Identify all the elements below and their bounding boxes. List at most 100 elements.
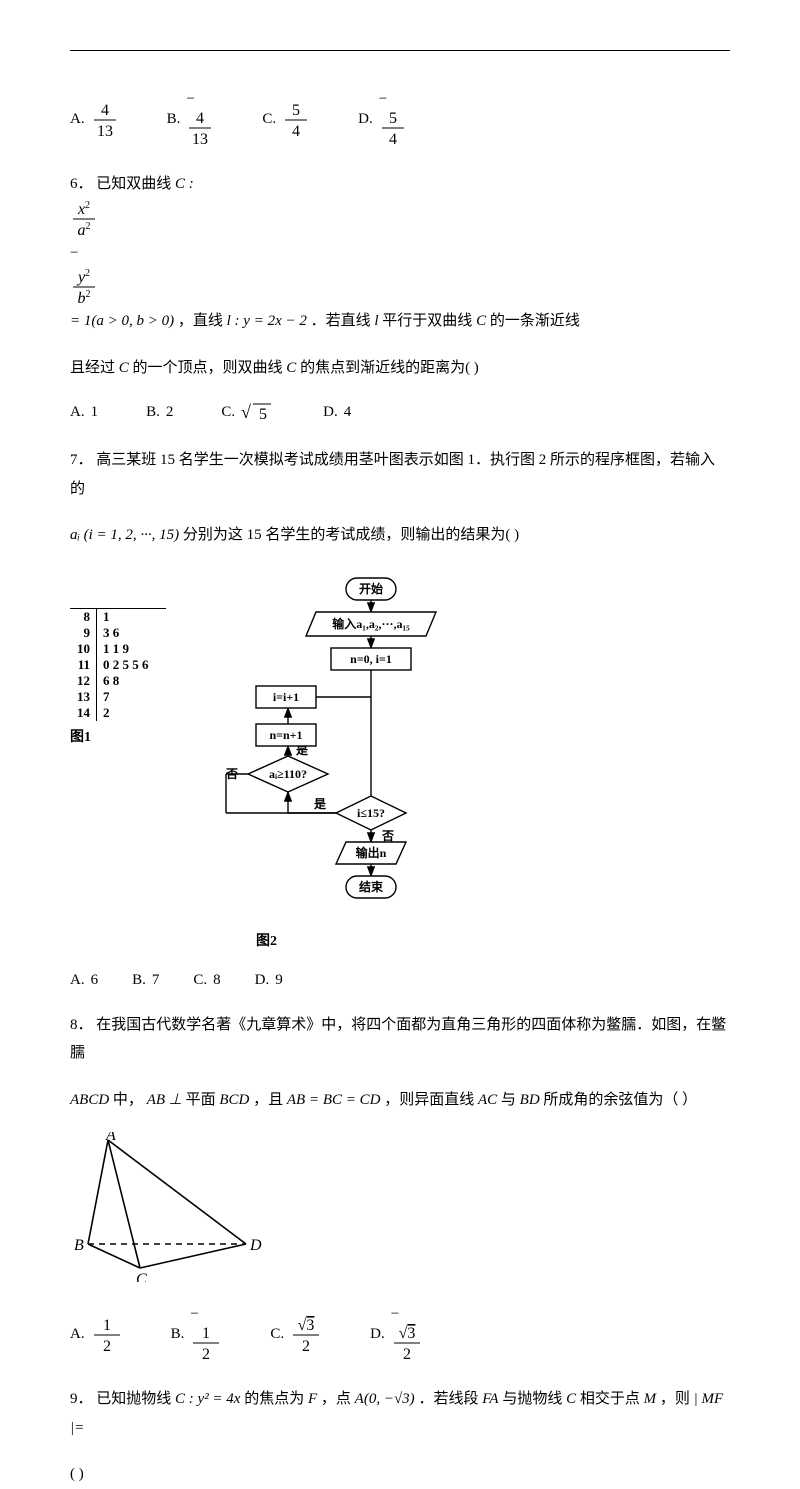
- q6-text-b: ，直线: [178, 313, 223, 329]
- svg-text:2: 2: [202, 1346, 210, 1363]
- svg-text:A: A: [105, 1132, 116, 1144]
- svg-text:√3: √3: [298, 1317, 315, 1334]
- q6-option-2: C. √5: [221, 400, 275, 424]
- q6-line1: 6． 已知双曲线 C : x2 a2 − y2 b2 = 1(a > 0, b …: [70, 170, 730, 336]
- q8-l2h: ，则异面直线: [384, 1092, 474, 1108]
- svg-text:i=i+1: i=i+1: [273, 690, 299, 704]
- q9-curve: C : y² = 4x: [175, 1391, 240, 1407]
- svg-text:b2: b2: [78, 289, 91, 307]
- option-letter: C.: [221, 404, 235, 421]
- q8-l2l: 所成角的余弦值为（ ）: [543, 1092, 697, 1108]
- svg-text:√3: √3: [398, 1325, 415, 1342]
- option-value: 7: [152, 972, 160, 989]
- option-letter: A.: [70, 111, 85, 128]
- q6-text-a: 已知双曲线: [96, 176, 171, 192]
- option-value: 6: [91, 972, 99, 989]
- q8-eq: AB = BC = CD: [287, 1092, 381, 1108]
- q9-F: F: [308, 1391, 317, 1407]
- q6-equation: x2 a2 − y2 b2 = 1(a > 0, b > 0): [70, 199, 730, 330]
- q6-l2c: 的焦点到渐近线的距离为( ): [300, 360, 479, 376]
- svg-text:n=n+1: n=n+1: [269, 728, 302, 742]
- svg-text:4: 4: [196, 110, 204, 127]
- q8-BD: BD: [520, 1092, 540, 1108]
- option-letter: A.: [70, 972, 85, 989]
- q8-l2d: 平面: [186, 1092, 216, 1108]
- q8-options: A. 1 2 B. − 1 2 C. √3 2 D. − √3 2: [70, 1306, 730, 1363]
- q8-AC: AC: [478, 1092, 497, 1108]
- flowchart: 否是是否开始输入a₁,a₂,···,a₁₅n=0, i=1i=i+1n=n+1a…: [196, 568, 456, 950]
- q5-option-3: D. − 5 4: [358, 91, 407, 148]
- q8-line1: 8． 在我国古代数学名著《九章算术》中，将四个面都为直角三角形的四面体称为鳖臑．…: [70, 1011, 730, 1068]
- svg-text:13: 13: [192, 131, 208, 148]
- option-letter: B.: [171, 1326, 185, 1343]
- svg-text:2: 2: [403, 1346, 411, 1363]
- option-value: 4 13: [91, 100, 119, 140]
- option-letter: B.: [132, 972, 146, 989]
- q9-text-g: ，则: [660, 1391, 690, 1407]
- q6-option-0: A. 1: [70, 400, 98, 424]
- q7-ai: aᵢ (i = 1, 2, ···, 15): [70, 527, 179, 543]
- svg-text:2: 2: [302, 1338, 310, 1355]
- q9-number: 9．: [70, 1391, 93, 1407]
- option-letter: D.: [358, 111, 373, 128]
- q6-text-d: 平行于双曲线: [382, 313, 472, 329]
- q9-line2: ( ): [70, 1460, 730, 1489]
- q6-options: A. 1 B. 2 C. √5 D. 4: [70, 400, 730, 424]
- option-letter: D.: [323, 404, 338, 421]
- svg-text:a2: a2: [78, 221, 91, 239]
- option-value: 1: [91, 404, 99, 421]
- svg-text:4: 4: [389, 131, 397, 148]
- stem-leaf-plot: 8 1 9 3 6 10 1 1 9 11 0 2 5 5 6 12 6 8 1…: [70, 568, 166, 746]
- option-letter: B.: [167, 111, 181, 128]
- option-value: 4: [344, 404, 352, 421]
- flowchart-caption: 图2: [256, 930, 456, 950]
- q6-text-e: 的一条渐近线: [490, 313, 580, 329]
- svg-text:4: 4: [292, 123, 300, 140]
- q9-line1: 9． 已知抛物线 C : y² = 4x 的焦点为 F ，点 A(0, −√3)…: [70, 1385, 730, 1442]
- option-letter: A.: [70, 404, 85, 421]
- q9-text-d: ．若线段: [418, 1391, 478, 1407]
- q9-text-a: 已知抛物线: [96, 1391, 171, 1407]
- q7-option-1: B. 7: [132, 972, 159, 989]
- q8-ABCD: ABCD: [70, 1092, 109, 1108]
- q6-C: C: [476, 313, 486, 329]
- option-letter: A.: [70, 1326, 85, 1343]
- q8-option-2: C. √3 2: [270, 1306, 322, 1363]
- svg-text:是: 是: [313, 797, 327, 811]
- svg-text:1: 1: [103, 1317, 111, 1334]
- q8-option-1: B. − 1 2: [171, 1306, 223, 1363]
- q5-option-2: C. 5 4: [262, 91, 310, 148]
- q6-line2: 且经过 C 的一个顶点，则双曲线 C 的焦点到渐近线的距离为( ): [70, 354, 730, 383]
- q7-options: A. 6 B. 7 C. 8 D. 9: [70, 972, 730, 989]
- svg-text:5: 5: [259, 406, 267, 423]
- q8-number: 8．: [70, 1017, 93, 1033]
- q9-text-b: 的焦点为: [244, 1391, 304, 1407]
- svg-text:y2: y2: [76, 268, 90, 286]
- svg-text:B: B: [74, 1237, 84, 1254]
- q8-text-a: 在我国古代数学名著《九章算术》中，将四个面都为直角三角形的四面体称为鳖臑．如图，…: [70, 1017, 726, 1062]
- svg-text:x2: x2: [77, 200, 90, 218]
- q9-paren: ( ): [70, 1466, 84, 1482]
- svg-text:5: 5: [292, 102, 300, 119]
- svg-text:否: 否: [381, 829, 394, 843]
- q5-option-0: A. 4 13: [70, 91, 119, 148]
- q6-l2b: 的一个顶点，则双曲线: [133, 360, 283, 376]
- svg-text:aᵢ≥110?: aᵢ≥110?: [269, 767, 307, 781]
- svg-text:开始: 开始: [359, 581, 383, 596]
- q8-l2j: 与: [501, 1092, 516, 1108]
- option-value: 8: [213, 972, 221, 989]
- q7-option-2: C. 8: [193, 972, 220, 989]
- option-letter: C.: [270, 1326, 284, 1343]
- q7-text-a: 高三某班 15 名学生一次模拟考试成绩用茎叶图表示如图 1．执行图 2 所示的程…: [70, 452, 715, 497]
- q6-option-1: B. 2: [146, 400, 173, 424]
- option-letter: D.: [370, 1326, 385, 1343]
- q9-M: M: [644, 1391, 657, 1407]
- q5-option-1: B. − 4 13: [167, 91, 215, 148]
- option-value: 5 4: [282, 100, 310, 140]
- option-value: 1 2: [91, 1315, 123, 1355]
- svg-text:C: C: [136, 1271, 147, 1282]
- q9-text-c: ，点: [321, 1391, 351, 1407]
- svg-text:1: 1: [202, 1325, 210, 1342]
- option-value: − √3 2: [391, 1306, 423, 1363]
- q9-text-f: 相交于点: [580, 1391, 640, 1407]
